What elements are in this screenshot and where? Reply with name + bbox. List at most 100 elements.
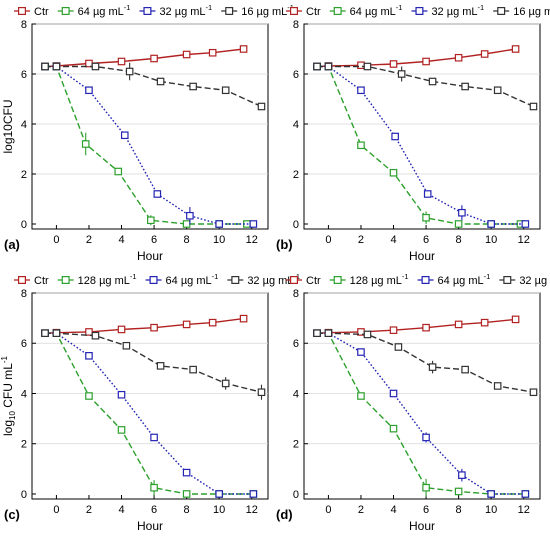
data-point: [150, 483, 158, 492]
series-line: [317, 332, 526, 495]
series-line: [317, 332, 526, 495]
data-point: [389, 389, 398, 398]
data-point: [117, 325, 126, 334]
y-tick-label: 4: [21, 119, 27, 131]
legend-item-2: 64 µg mL-1: [57, 3, 130, 18]
legend-label: 32 µg mL-1: [519, 272, 550, 287]
x-tick-label: 2: [86, 504, 92, 516]
series-3: [41, 329, 258, 498]
x-tick-label: 12: [518, 504, 530, 516]
data-point: [150, 433, 158, 442]
y-tick-label: 2: [21, 439, 27, 451]
data-point: [487, 220, 495, 228]
legend-item-3: 64 µg mL-1: [145, 272, 218, 287]
data-point: [313, 329, 321, 337]
y-tick-label: 2: [21, 169, 27, 181]
panel-label: (b): [276, 237, 293, 252]
legend-label: 128 µg mL-1: [78, 272, 137, 287]
x-axis-label: Hour: [137, 519, 163, 533]
y-tick-label: 4: [293, 119, 299, 131]
data-point: [239, 45, 248, 53]
data-point: [357, 141, 365, 150]
series-line: [45, 65, 254, 225]
legend-label: 64 µg mL-1: [438, 272, 491, 287]
data-point: [91, 331, 100, 340]
legend: Ctr 64 µg mL-1 32 µg mL-1 16 µg mL-1: [286, 3, 550, 18]
data-point: [521, 220, 530, 228]
y-axis-label: log10CFU: [1, 99, 15, 153]
legend-label: 64 µg mL-1: [350, 3, 403, 18]
legend-marker: [143, 6, 152, 16]
data-point: [182, 220, 191, 228]
legend: Ctr 128 µg mL-1 64 µg mL-1 32 µg mL-1: [286, 272, 550, 287]
series-line: [45, 332, 254, 495]
data-point: [186, 211, 194, 220]
legend-item-2: 64 µg mL-1: [329, 3, 403, 18]
data-point: [363, 62, 372, 71]
data-point: [208, 318, 217, 327]
legend-item-4: 16 µg mL-1: [493, 6, 550, 18]
data-point: [428, 363, 437, 371]
legend-item-3: 64 µg mL-1: [417, 272, 491, 287]
data-point: [81, 140, 90, 148]
data-point: [324, 329, 333, 337]
legend-marker: [333, 6, 342, 16]
data-point: [389, 424, 398, 433]
series-line: [316, 48, 516, 68]
data-point: [156, 77, 165, 86]
data-point: [52, 329, 61, 337]
series-line: [45, 65, 247, 225]
data-point: [428, 77, 437, 86]
data-point: [454, 320, 463, 329]
data-point: [153, 190, 162, 198]
plot-frame: [31, 292, 269, 500]
data-point: [480, 50, 489, 58]
data-point: [422, 57, 430, 66]
data-point: [458, 208, 466, 217]
data-point: [397, 70, 406, 78]
data-point: [454, 487, 463, 496]
series-line: [45, 332, 262, 393]
y-tick-label: 8: [21, 19, 27, 31]
y-tick-label: 8: [293, 288, 299, 300]
legend-marker: [290, 276, 299, 285]
data-point: [458, 471, 466, 479]
data-point: [117, 390, 126, 399]
legend-marker: [231, 276, 240, 285]
data-point: [150, 54, 158, 63]
data-point: [389, 326, 398, 334]
data-point: [529, 102, 538, 111]
legend-item-2: 128 µg mL-1: [329, 272, 409, 287]
series-2: [41, 62, 251, 228]
data-point: [215, 490, 223, 498]
data-point: [422, 213, 430, 222]
y-tick-label: 6: [21, 69, 27, 81]
data-point: [480, 318, 489, 327]
data-point: [215, 220, 223, 228]
data-point: [511, 45, 520, 53]
data-point: [85, 352, 93, 360]
series-line: [45, 332, 254, 495]
x-tick-label: 8: [184, 504, 190, 516]
legend-label: 128 µg mL-1: [350, 272, 409, 287]
series-line: [44, 48, 244, 68]
series-line: [317, 65, 521, 225]
y-tick-label: 0: [21, 219, 27, 231]
data-point: [182, 490, 191, 498]
data-point: [147, 216, 155, 225]
panel-label: (c): [4, 507, 20, 522]
data-point: [521, 490, 530, 498]
legend-marker: [415, 6, 424, 16]
y-tick-label: 2: [293, 439, 299, 451]
legend-item-4: 16 µg mL-1: [221, 3, 294, 18]
x-tick-label: 6: [151, 504, 157, 516]
data-point: [221, 86, 230, 95]
x-tick-label: 10: [213, 234, 225, 246]
data-point: [389, 60, 398, 68]
x-tick-label: 0: [325, 234, 331, 246]
legend-marker: [149, 276, 158, 285]
data-point: [41, 62, 49, 71]
data-point: [189, 365, 197, 374]
y-tick-label: 6: [21, 338, 27, 350]
